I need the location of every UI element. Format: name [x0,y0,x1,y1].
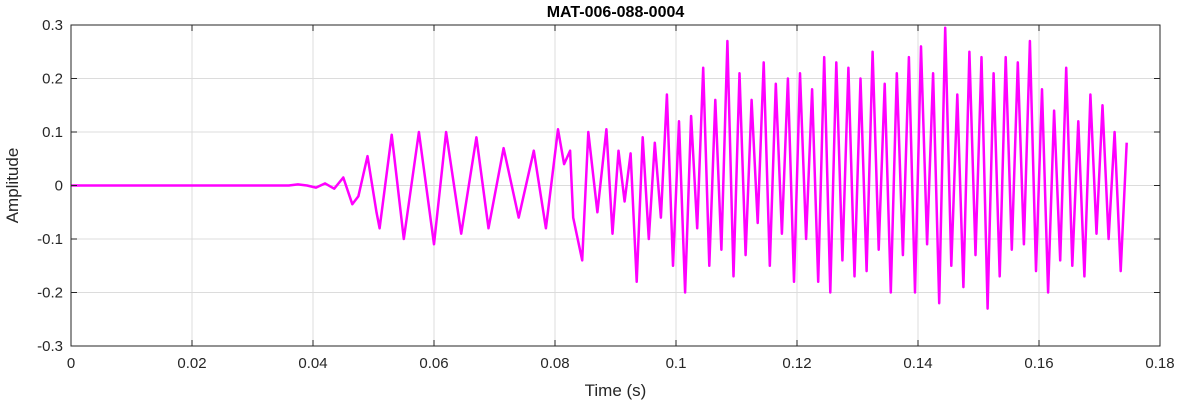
x-tick-label: 0.16 [1024,355,1053,372]
y-tick-label: -0.2 [37,285,63,302]
x-tick-label: 0.14 [903,355,932,372]
x-tick-label: 0.08 [540,355,569,372]
x-tick-label: 0.06 [419,355,448,372]
series [71,26,1128,310]
x-tick-label: 0.1 [666,355,687,372]
y-tick-label: -0.1 [37,231,63,248]
x-tick-label: 0.02 [177,355,206,372]
y-tick-label: 0 [55,178,63,195]
x-tick-label: 0 [67,355,75,372]
x-tick-label: 0.18 [1145,355,1174,372]
amplitude-line [71,26,1128,310]
y-tick-label: -0.3 [37,338,63,355]
x-tick-label: 0.12 [782,355,811,372]
y-tick-label: 0.2 [42,71,63,88]
x-axis-label: Time (s) [585,381,647,400]
chart-title: MAT-006-088-0004 [547,4,685,21]
ticks: 0 0.02 0.04 0.06 0.08 0.1 0.12 0.14 0.16 0.18 -0.3… [37,17,1174,372]
y-tick-label: 0.3 [42,17,63,34]
y-axis-label: Amplitude [3,148,22,224]
x-tick-label: 0.04 [298,355,327,372]
y-tick-label: 0.1 [42,124,63,141]
